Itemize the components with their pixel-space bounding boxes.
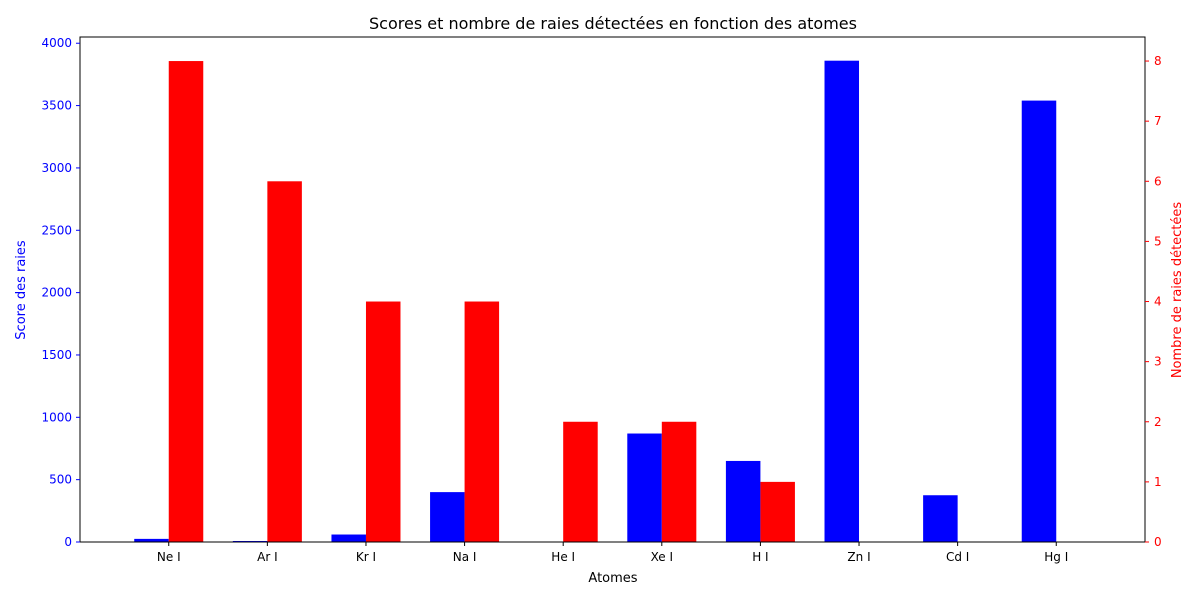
left-y-tick-label-8: 4000 [41, 36, 72, 50]
score-bar-7 [824, 60, 860, 542]
score-bar-5 [627, 433, 662, 542]
count-bar-5 [661, 421, 697, 542]
left-y-tick-label-1: 500 [49, 473, 72, 487]
x-tick-label-8: Cd I [946, 550, 969, 564]
score-bar-6 [725, 460, 761, 542]
right-y-tick-label-6: 6 [1154, 174, 1162, 188]
left-y-tick-label-3: 1500 [41, 348, 72, 362]
score-bar-9 [1021, 100, 1057, 542]
count-bar-1 [267, 181, 302, 543]
score-bar-3 [430, 492, 465, 542]
x-tick-label-0: Ne I [157, 550, 181, 564]
bars-layer [134, 60, 1057, 543]
axes-layer: Ne I Ar I Kr I Na I He I Xe I H I Zn I Cd I Hg I 0… [41, 36, 1161, 564]
x-axis-title: Atomes [588, 571, 637, 586]
count-bar-0 [168, 61, 204, 543]
right-y-tick-label-2: 2 [1154, 415, 1162, 429]
x-tick-label-4: He I [551, 550, 575, 564]
count-bar-3 [464, 301, 500, 542]
x-tick-label-3: Na I [453, 550, 477, 564]
x-tick-label-9: Hg I [1044, 550, 1068, 564]
right-y-tick-label-5: 5 [1154, 234, 1162, 248]
left-y-tick-label-6: 3000 [41, 161, 72, 175]
right-y-tick-label-0: 0 [1154, 535, 1162, 549]
right-y-tick-label-1: 1 [1154, 475, 1162, 489]
right-y-tick-label-8: 8 [1154, 54, 1162, 68]
left-y-tick-label-4: 2000 [41, 286, 72, 300]
score-bar-8 [923, 495, 958, 542]
score-bar-2 [331, 534, 366, 542]
chart-title: Scores et nombre de raies détectées en f… [369, 14, 857, 33]
right-y-tick-label-3: 3 [1154, 355, 1162, 369]
score-bar-0 [134, 538, 169, 542]
x-tick-label-5: Xe I [651, 550, 673, 564]
right-y-tick-label-7: 7 [1154, 114, 1162, 128]
x-tick-label-2: Kr I [356, 550, 376, 564]
plot-frame [79, 36, 1146, 543]
count-bar-6 [760, 481, 795, 542]
x-tick-label-1: Ar I [257, 550, 278, 564]
x-tick-label-6: H I [752, 550, 768, 564]
left-y-tick-label-5: 2500 [41, 223, 72, 237]
left-y-tick-label-0: 0 [64, 535, 72, 549]
left-y-axis-title: Score des raies [14, 240, 29, 340]
left-y-tick-label-2: 1000 [41, 410, 72, 424]
count-bar-2 [365, 301, 401, 542]
x-tick-label-7: Zn I [847, 550, 870, 564]
right-y-tick-label-4: 4 [1154, 295, 1162, 309]
left-y-tick-label-7: 3500 [41, 99, 72, 113]
right-y-axis-title: Nombre de raies détectées [1170, 202, 1185, 379]
count-bar-4 [563, 421, 598, 542]
